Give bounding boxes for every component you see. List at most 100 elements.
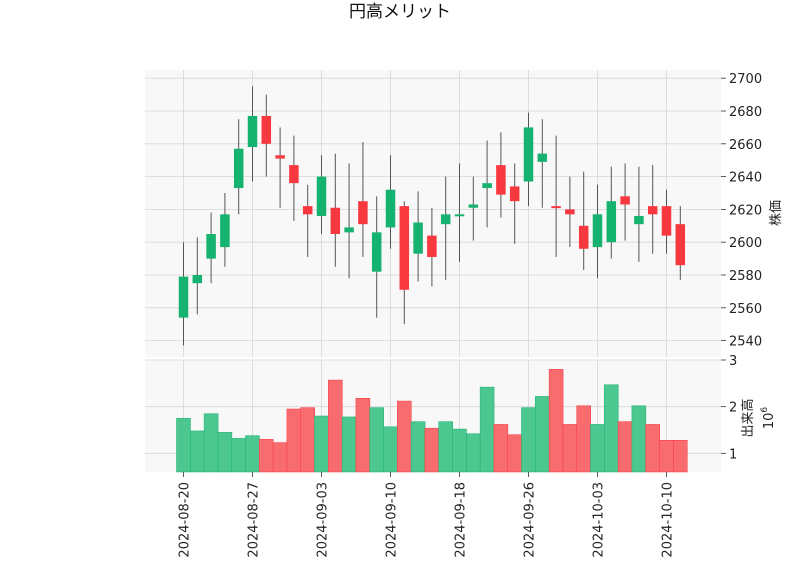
- volume-bar: [631, 405, 647, 473]
- candle-body: [675, 224, 686, 266]
- volume-bar: [190, 430, 205, 473]
- x-tick-label: 2024-10-10: [661, 482, 676, 558]
- volume-bar: [535, 396, 550, 473]
- candle: [289, 135, 299, 221]
- price-tick-label: 2600: [729, 236, 762, 251]
- volume-bar: [328, 379, 343, 473]
- candle: [330, 153, 341, 267]
- candle-body: [385, 189, 396, 228]
- candle-body: [358, 201, 368, 225]
- candle-body: [509, 186, 520, 202]
- candle-body: [565, 209, 575, 215]
- candle: [358, 142, 368, 257]
- candle-body: [440, 214, 451, 225]
- candle-body: [206, 234, 216, 259]
- candle: [178, 242, 189, 346]
- candle-body: [468, 204, 479, 208]
- candle-body: [289, 165, 299, 184]
- candle-body: [592, 214, 603, 248]
- price-tick-label: 2640: [729, 171, 762, 186]
- volume-bar: [231, 438, 246, 473]
- price-tick-label: 2660: [729, 138, 762, 153]
- candle: [371, 196, 382, 318]
- chart-title: 円高メリット: [349, 2, 451, 22]
- candle-body: [178, 276, 189, 318]
- price-axis-ticks: 2540 2560 2580 2600 2620 2640 2660 2680 2700: [721, 72, 762, 350]
- candle: [675, 206, 686, 280]
- volume-bar: [355, 398, 371, 473]
- volume-bar: [576, 405, 591, 473]
- candle: [247, 86, 258, 182]
- candle: [233, 119, 244, 215]
- candle: [647, 165, 658, 254]
- candle-body: [371, 232, 382, 272]
- volume-axis-title: 出来高: [740, 398, 756, 437]
- candle-body: [275, 155, 285, 159]
- candle: [440, 176, 451, 280]
- x-tick-label: 2024-09-18: [454, 482, 469, 558]
- candle: [192, 237, 203, 315]
- candle: [261, 94, 272, 177]
- volume-bar: [548, 369, 564, 473]
- candle-body: [496, 165, 506, 195]
- candle-body: [316, 176, 327, 216]
- x-tick-label: 2024-08-27: [247, 482, 262, 558]
- volume-bar: [176, 418, 191, 473]
- x-tick-label: 2024-09-26: [523, 482, 538, 558]
- candles: [178, 86, 686, 346]
- candle-body: [578, 225, 589, 249]
- candle-body: [551, 206, 561, 209]
- candle: [385, 155, 396, 249]
- x-tick-label: 2024-09-03: [316, 482, 331, 558]
- candle: [275, 127, 285, 208]
- candle-body: [330, 207, 341, 234]
- candle-body: [647, 206, 658, 215]
- volume-tick-label: 3: [729, 354, 737, 369]
- price-tick-label: 2540: [729, 335, 762, 350]
- volume-bar: [341, 416, 357, 473]
- candle-body: [523, 127, 534, 182]
- candle-body: [413, 222, 423, 254]
- candle: [413, 191, 423, 282]
- volume-bar: [203, 413, 219, 473]
- candle-body: [247, 115, 258, 148]
- price-tick-label: 2560: [729, 302, 762, 317]
- candle: [482, 140, 492, 228]
- candle: [468, 176, 479, 241]
- candle-body: [344, 227, 354, 233]
- candle: [344, 163, 354, 279]
- x-tick-label: 2024-09-10: [385, 482, 400, 558]
- volume-bar: [645, 424, 660, 473]
- candle: [620, 163, 630, 241]
- price-panel: [145, 70, 721, 357]
- volume-bar: [424, 427, 440, 473]
- volume-bar: [300, 407, 315, 473]
- candle-body: [399, 206, 410, 290]
- volume-bar: [466, 433, 481, 473]
- price-axis-title: 株価: [769, 200, 784, 226]
- price-tick-label: 2680: [729, 105, 762, 120]
- price-tick-label: 2620: [729, 203, 762, 218]
- candle: [220, 193, 230, 267]
- volume-bar: [562, 424, 578, 473]
- candle: [206, 212, 216, 284]
- volume-bar: [507, 434, 522, 473]
- volume-tick-label: 2: [729, 401, 737, 416]
- candle-body: [454, 214, 465, 217]
- candle-body: [427, 235, 437, 257]
- volume-bar: [438, 421, 453, 473]
- volume-bar: [493, 424, 509, 473]
- volume-bar: [286, 408, 302, 473]
- candle: [316, 155, 327, 234]
- candle-body: [661, 206, 672, 236]
- candle-body: [634, 215, 644, 225]
- candle-body: [537, 153, 548, 162]
- candle-body: [302, 206, 313, 215]
- volume-axis-ticks: 1 2 3: [721, 354, 737, 462]
- x-tick-label: 2024-10-03: [592, 482, 607, 558]
- volume-bar: [479, 386, 495, 473]
- volume-axis-exponent: 106: [760, 407, 777, 430]
- volume-bar: [245, 435, 260, 473]
- price-tick-label: 2700: [729, 72, 762, 87]
- volume-bar: [410, 421, 426, 473]
